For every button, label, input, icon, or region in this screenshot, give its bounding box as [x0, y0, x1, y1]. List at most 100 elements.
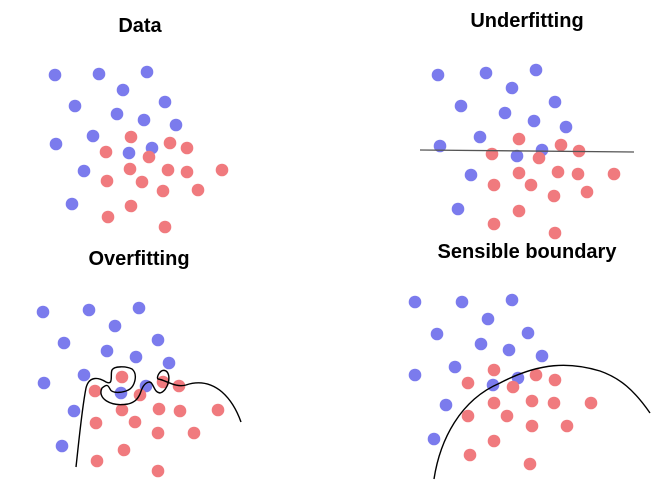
- class-b-point: [158, 220, 172, 234]
- class-b-point: [548, 373, 562, 387]
- class-b-point: [487, 217, 501, 231]
- class-a-point: [535, 349, 549, 363]
- class-b-point: [525, 419, 539, 433]
- panel-data: [48, 65, 229, 234]
- class-a-point: [92, 67, 106, 81]
- class-b-point: [487, 178, 501, 192]
- class-b-point: [529, 368, 543, 382]
- class-a-point: [408, 368, 422, 382]
- class-a-point: [116, 83, 130, 97]
- class-b-point: [88, 384, 102, 398]
- class-b-point: [115, 403, 129, 417]
- class-a-point: [57, 336, 71, 350]
- sensible-boundary-curve: [433, 364, 651, 480]
- class-b-point: [607, 167, 621, 181]
- class-a-point: [77, 164, 91, 178]
- class-b-point: [463, 448, 477, 462]
- class-b-point: [89, 416, 103, 430]
- class-b-point: [180, 165, 194, 179]
- class-a-point: [505, 293, 519, 307]
- class-a-point: [427, 432, 441, 446]
- class-b-point: [485, 147, 499, 161]
- class-a-point: [36, 305, 50, 319]
- class-b-point: [115, 370, 129, 384]
- class-b-point: [506, 380, 520, 394]
- class-a-point: [498, 106, 512, 120]
- class-b-point: [532, 151, 546, 165]
- class-a-point: [137, 113, 151, 127]
- class-b-point: [180, 141, 194, 155]
- panel-title-sensible-boundary: Sensible boundary: [437, 241, 617, 263]
- class-b-point: [151, 464, 165, 478]
- class-a-point: [474, 337, 488, 351]
- class-a-point: [433, 139, 447, 153]
- class-a-point: [82, 303, 96, 317]
- class-a-point: [439, 398, 453, 412]
- class-a-point: [479, 66, 493, 80]
- class-b-point: [191, 183, 205, 197]
- class-a-point: [110, 107, 124, 121]
- class-a-point: [169, 118, 183, 132]
- class-b-point: [548, 226, 562, 240]
- class-a-point: [548, 95, 562, 109]
- class-b-point: [101, 210, 115, 224]
- class-a-point: [122, 146, 136, 160]
- class-b-point: [135, 175, 149, 189]
- class-b-point: [117, 443, 131, 457]
- class-b-point: [124, 130, 138, 144]
- class-b-point: [173, 404, 187, 418]
- class-b-point: [525, 394, 539, 408]
- class-a-point: [529, 63, 543, 77]
- class-a-point: [139, 379, 153, 393]
- panel-title-underfitting: Underfitting: [470, 10, 584, 32]
- class-a-point: [86, 129, 100, 143]
- class-b-point: [161, 163, 175, 177]
- class-b-point: [187, 426, 201, 440]
- class-b-point: [560, 419, 574, 433]
- class-a-point: [129, 350, 143, 364]
- class-b-point: [487, 363, 501, 377]
- overfit-boundary-curve: [75, 366, 242, 468]
- class-b-point: [571, 167, 585, 181]
- class-b-point: [554, 138, 568, 152]
- class-b-point: [461, 376, 475, 390]
- class-b-point: [487, 396, 501, 410]
- class-a-point: [132, 301, 146, 315]
- class-b-point: [90, 454, 104, 468]
- class-a-point: [431, 68, 445, 82]
- class-b-point: [551, 165, 565, 179]
- class-b-point: [99, 145, 113, 159]
- class-a-point: [37, 376, 51, 390]
- class-b-point: [547, 189, 561, 203]
- class-a-point: [408, 295, 422, 309]
- class-b-point: [512, 166, 526, 180]
- class-b-point: [580, 185, 594, 199]
- class-a-point: [505, 81, 519, 95]
- panel-sensible-boundary: [408, 293, 651, 480]
- class-a-point: [108, 319, 122, 333]
- class-a-point: [473, 130, 487, 144]
- class-b-point: [547, 396, 561, 410]
- class-b-point: [487, 434, 501, 448]
- class-b-point: [151, 426, 165, 440]
- class-b-point: [163, 136, 177, 150]
- underfit-boundary-line: [419, 149, 635, 153]
- class-b-point: [523, 457, 537, 471]
- class-a-point: [162, 356, 176, 370]
- class-a-point: [100, 344, 114, 358]
- class-a-point: [49, 137, 63, 151]
- class-a-point: [151, 333, 165, 347]
- panel-title-data: Data: [118, 15, 162, 37]
- class-a-point: [481, 312, 495, 326]
- class-a-point: [65, 197, 79, 211]
- class-a-point: [140, 65, 154, 79]
- class-b-point: [461, 409, 475, 423]
- class-b-point: [123, 162, 137, 176]
- class-a-point: [502, 343, 516, 357]
- class-a-point: [455, 295, 469, 309]
- class-a-point: [158, 95, 172, 109]
- class-b-point: [156, 184, 170, 198]
- class-b-point: [211, 403, 225, 417]
- class-a-point: [77, 368, 91, 382]
